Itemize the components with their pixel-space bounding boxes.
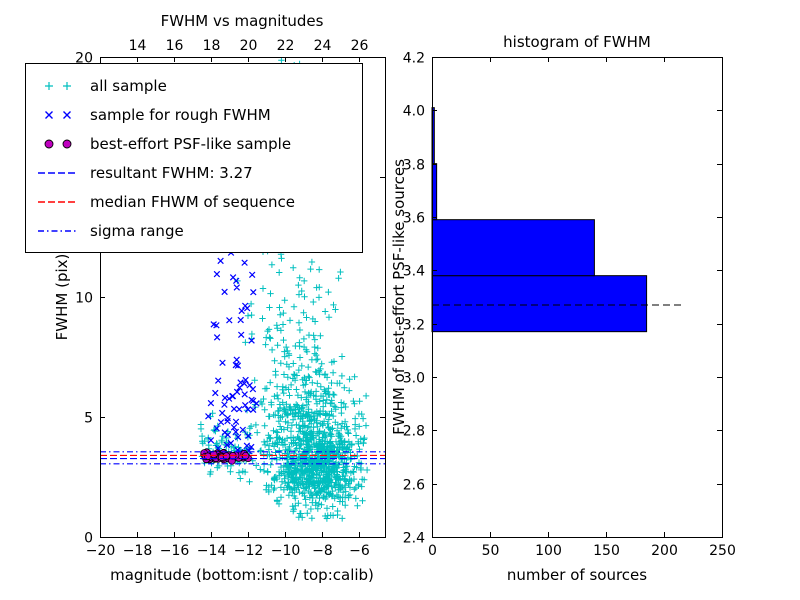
svg-text:3.4: 3.4 [403, 264, 425, 280]
svg-text:150: 150 [593, 543, 620, 559]
svg-text:−6: −6 [349, 543, 370, 559]
legend-item-sigma-range: sigma range [36, 216, 352, 245]
svg-text:50: 50 [482, 543, 500, 559]
svg-text:14: 14 [129, 38, 147, 54]
svg-text:4.2: 4.2 [403, 51, 425, 67]
svg-text:16: 16 [166, 38, 184, 54]
svg-text:3.8: 3.8 [403, 158, 425, 174]
svg-text:0: 0 [84, 531, 93, 547]
legend-item-all-sample: all sample [36, 71, 352, 100]
right-plot-title: histogram of FWHM [503, 33, 651, 51]
svg-text:10: 10 [75, 291, 93, 307]
svg-text:4.0: 4.0 [403, 104, 425, 120]
svg-text:−8: −8 [312, 543, 333, 559]
legend-label: sigma range [90, 221, 184, 240]
legend-item-psf-like-sample: best-effort PSF-like sample [36, 129, 352, 158]
right-plot-xlabel: number of sources [506, 566, 648, 584]
left-plot-ylabel: FWHM (pix) [53, 253, 71, 341]
legend-label: median FHWM of sequence [90, 192, 295, 211]
svg-text:100: 100 [535, 543, 562, 559]
legend-label: best-effort PSF-like sample [90, 134, 292, 153]
svg-text:−10: −10 [271, 543, 301, 559]
dashed-line-icon [38, 171, 78, 174]
legend-label: resultant FWHM: 3.27 [90, 163, 253, 182]
svg-text:−18: −18 [123, 543, 153, 559]
svg-text:22: 22 [277, 38, 295, 54]
svg-text:250: 250 [709, 543, 736, 559]
left-plot-title: FWHM vs magnitudes [160, 12, 324, 30]
legend: all sample sample for rough FWHM best-ef… [25, 63, 363, 253]
svg-text:2.4: 2.4 [403, 531, 425, 547]
right-plot-ylabel: FWHM of best-effort PSF-like sources [390, 159, 408, 435]
svg-text:3.0: 3.0 [403, 371, 425, 387]
svg-text:3.6: 3.6 [403, 211, 425, 227]
svg-text:20: 20 [240, 38, 258, 54]
left-plot-xlabel: magnitude (bottom:isnt / top:calib) [110, 566, 374, 584]
svg-text:20: 20 [75, 51, 93, 67]
svg-text:24: 24 [314, 38, 332, 54]
svg-text:0: 0 [428, 543, 437, 559]
svg-text:200: 200 [651, 543, 678, 559]
svg-text:−12: −12 [234, 543, 264, 559]
svg-text:18: 18 [203, 38, 221, 54]
svg-text:2.8: 2.8 [403, 424, 425, 440]
svg-text:5: 5 [84, 411, 93, 427]
svg-text:−20: −20 [86, 543, 116, 559]
legend-item-resultant-fwhm: resultant FWHM: 3.27 [36, 158, 352, 187]
svg-text:26: 26 [351, 38, 369, 54]
plus-marker-icon [45, 81, 71, 90]
dash-dot-line-icon [38, 229, 78, 232]
legend-item-rough-fwhm-sample: sample for rough FWHM [36, 100, 352, 129]
legend-item-median-fwhm: median FHWM of sequence [36, 187, 352, 216]
svg-text:2.6: 2.6 [403, 478, 425, 494]
legend-label: sample for rough FWHM [90, 105, 271, 124]
svg-text:−14: −14 [197, 543, 227, 559]
dashed-line-icon [38, 200, 78, 203]
x-marker-icon [45, 110, 71, 119]
svg-text:−16: −16 [160, 543, 190, 559]
legend-label: all sample [90, 76, 167, 95]
svg-text:3.2: 3.2 [403, 318, 425, 334]
circle-marker-icon [44, 139, 72, 148]
